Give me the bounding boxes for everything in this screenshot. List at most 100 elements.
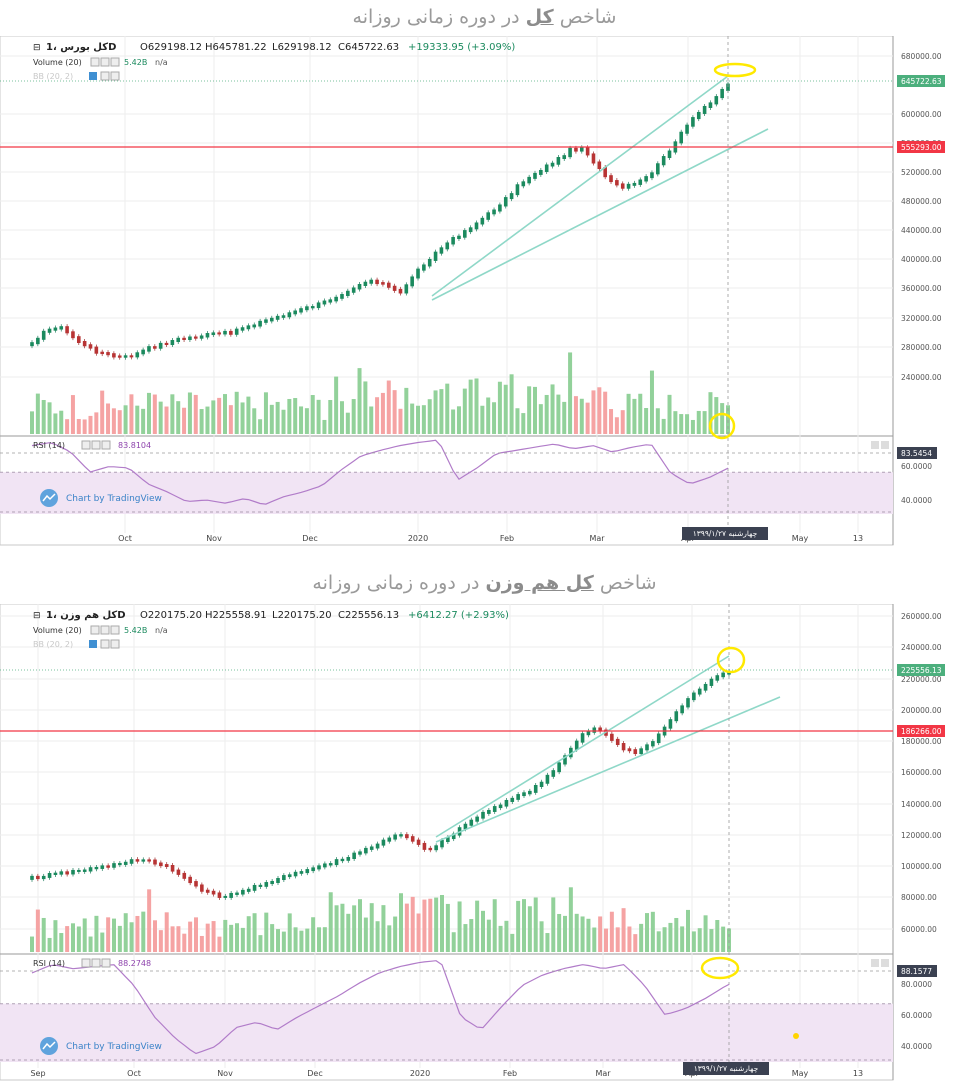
volume-bar	[381, 905, 386, 952]
candle-body	[632, 182, 637, 186]
rsi-close-icon	[101, 958, 111, 968]
ohlc-high: H225558.91	[205, 610, 267, 621]
last-price-tag-text: 225556.13	[901, 666, 942, 675]
candle-body	[299, 871, 304, 874]
volume-bar	[351, 399, 356, 434]
watermark: Chart by TradingView	[66, 1042, 162, 1052]
candle-body	[65, 871, 69, 875]
candle-body	[405, 834, 409, 839]
channel-lower-line	[435, 696, 781, 843]
bb-settings-icon	[100, 71, 110, 81]
caption-text: در دوره زمانی روزانه	[352, 6, 526, 28]
volume-bar	[656, 931, 661, 952]
volume-bar	[626, 393, 631, 434]
candle-body	[486, 212, 491, 220]
x-tick-label: Feb	[503, 1069, 517, 1078]
candle-body	[709, 678, 714, 686]
plot-frame	[0, 36, 894, 546]
candle-body	[510, 797, 515, 802]
candle-body	[410, 836, 415, 842]
ohlc-low: L220175.20	[272, 610, 332, 621]
chart-2-caption: شاخص کل هم وزن در دوره زمانی روزانه	[0, 572, 969, 594]
candle-body	[714, 96, 719, 105]
volume-bar	[158, 401, 163, 434]
volume-bar	[112, 918, 116, 952]
x-tick-label: Sep	[30, 1069, 45, 1078]
candle-body	[346, 856, 351, 861]
support-tag-text: 555293.00	[901, 143, 942, 152]
candle-body	[153, 346, 157, 349]
volume-bar	[416, 913, 421, 952]
volume-bar	[94, 412, 99, 434]
candle-body	[229, 330, 233, 335]
candle-body	[223, 330, 227, 335]
candle-body	[106, 865, 110, 868]
volume-bar	[650, 911, 655, 952]
candle-body	[182, 337, 186, 340]
candle-body	[276, 878, 280, 883]
candle-body	[323, 863, 327, 868]
volume-bar	[299, 406, 304, 434]
volume-bar	[421, 405, 426, 434]
price-tick-label: 520000.00	[901, 168, 942, 177]
chart-1-tradingview[interactable]: 680000.00600000.00560000.00520000.004800…	[0, 36, 969, 546]
price-tick-label: 280000.00	[901, 343, 942, 352]
rsi-tick-label: 40.0000	[901, 496, 932, 505]
volume-bar	[604, 928, 608, 952]
volume-bar	[88, 936, 93, 952]
candle-body	[375, 843, 380, 849]
candle-body	[41, 330, 46, 340]
candle-body	[275, 315, 280, 320]
candle-body	[528, 790, 532, 795]
candle-body	[591, 153, 596, 164]
volume-bar	[135, 405, 140, 434]
volume-bar	[35, 909, 40, 952]
candle-body	[516, 794, 520, 800]
volume-bar	[234, 391, 239, 434]
candle-body	[720, 88, 724, 99]
volume-bar	[193, 394, 198, 434]
price-tick-label: 260000.00	[901, 612, 942, 621]
candle-body	[211, 332, 216, 336]
candle-body	[533, 785, 538, 793]
volume-bar	[445, 383, 450, 434]
volume-bar	[205, 406, 210, 434]
caption-emphasis: کل	[525, 6, 554, 28]
chart-2-tradingview[interactable]: 260000.00 240000.00 220000.00 200000.00 1800…	[0, 604, 969, 1086]
volume-bar	[574, 913, 579, 952]
volume-bar	[164, 406, 169, 434]
settings-icon	[90, 625, 100, 635]
ohlc-open: O220175.20	[140, 610, 202, 621]
candle-body	[638, 179, 643, 185]
candle-body	[521, 181, 526, 187]
candle-body	[428, 847, 433, 851]
volume-bar	[176, 401, 181, 434]
candle-body	[310, 306, 315, 309]
candle-body	[170, 340, 175, 346]
volume-bar	[615, 927, 620, 952]
x-tick-label: May	[792, 534, 809, 543]
candle-body	[680, 705, 684, 714]
volume-bar	[463, 924, 468, 952]
highlight-ellipse-rsi	[700, 956, 740, 980]
volume-bar	[287, 398, 292, 434]
volume-bar	[573, 396, 578, 434]
candle-body	[234, 328, 239, 335]
volume-bar	[597, 387, 602, 434]
candle-body	[661, 156, 666, 166]
price-tick-label: 680000.00	[901, 52, 942, 61]
volume-bar	[328, 400, 333, 434]
candle-body	[463, 823, 468, 830]
volume-bar	[276, 929, 280, 952]
volume-bar	[35, 393, 40, 434]
candle-body	[592, 727, 597, 733]
price-tick-label: 360000.00	[901, 284, 942, 293]
volume-bar	[726, 405, 730, 434]
volume-bar	[527, 906, 532, 952]
pane-close-icon	[881, 441, 889, 449]
volume-bar	[516, 900, 521, 952]
candle-body	[708, 102, 713, 108]
volume-bar	[146, 392, 151, 434]
volume-bar	[579, 398, 584, 434]
volume-bar	[696, 410, 701, 434]
